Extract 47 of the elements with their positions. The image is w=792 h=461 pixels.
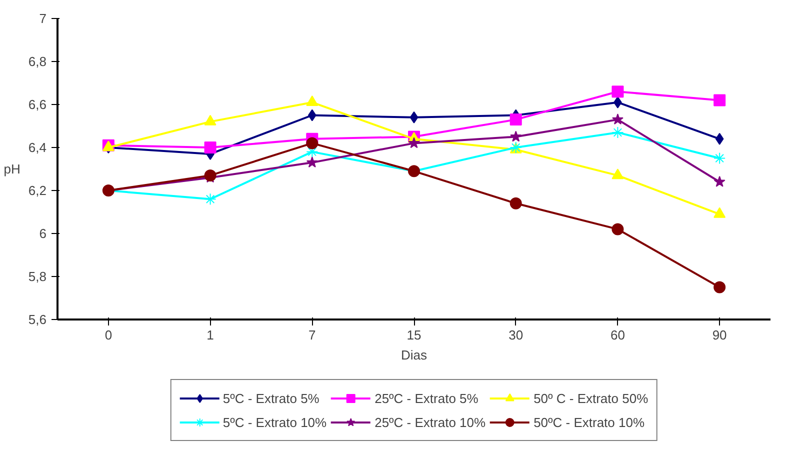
- y-tick-label: 6,8: [28, 54, 47, 69]
- point: [510, 130, 522, 142]
- x-tick-label: 15: [406, 328, 422, 342]
- point: [306, 137, 318, 150]
- point: [612, 86, 624, 98]
- point: [612, 126, 624, 138]
- point: [612, 168, 624, 180]
- legend-label: 5ºC - Extrato 10%: [222, 414, 327, 430]
- legend-label: 5ºC - Extrato 5%: [222, 390, 320, 406]
- y-tick-label: 5,8: [28, 269, 47, 284]
- y-tick-label: 6,2: [28, 183, 47, 198]
- point: [612, 114, 624, 124]
- point: [308, 109, 316, 122]
- y-tick-label: 6: [39, 226, 47, 241]
- point: [204, 169, 216, 182]
- legend-label: 50º C - Extrato 50%: [534, 390, 648, 406]
- x-tick-label: 60: [610, 328, 625, 342]
- point: [715, 132, 724, 145]
- x-tick-label: 1: [206, 328, 214, 342]
- y-tick-label: 6,6: [28, 97, 47, 112]
- y-tick-label: 6,4: [28, 140, 47, 155]
- y-tick-label: 5,6: [28, 312, 47, 327]
- point: [408, 137, 420, 148]
- x-tick-label: 7: [308, 328, 316, 342]
- legend-label: 25ºC - Extrato 10%: [374, 414, 486, 430]
- point: [510, 197, 522, 210]
- point: [714, 94, 726, 106]
- x-tick-label: 90: [712, 328, 727, 342]
- legend-label: 25ºC - Extrato 5%: [374, 390, 478, 406]
- x-tick-label: 30: [508, 328, 524, 342]
- point: [714, 207, 726, 218]
- y-tick-label: 7: [39, 11, 47, 26]
- point: [714, 152, 726, 164]
- point: [714, 281, 726, 294]
- legend-label: 50ºC - Extrato 10%: [534, 414, 645, 430]
- point: [714, 176, 726, 187]
- x-axis-title: Dias: [400, 348, 428, 362]
- point: [306, 156, 318, 168]
- point: [410, 111, 418, 124]
- point: [204, 142, 216, 154]
- point: [204, 193, 216, 206]
- x-tick-label: 0: [104, 328, 112, 342]
- point: [510, 114, 522, 126]
- point: [306, 96, 318, 106]
- y-axis-title: pH: [4, 162, 20, 176]
- point: [204, 114, 216, 126]
- point: [612, 223, 624, 236]
